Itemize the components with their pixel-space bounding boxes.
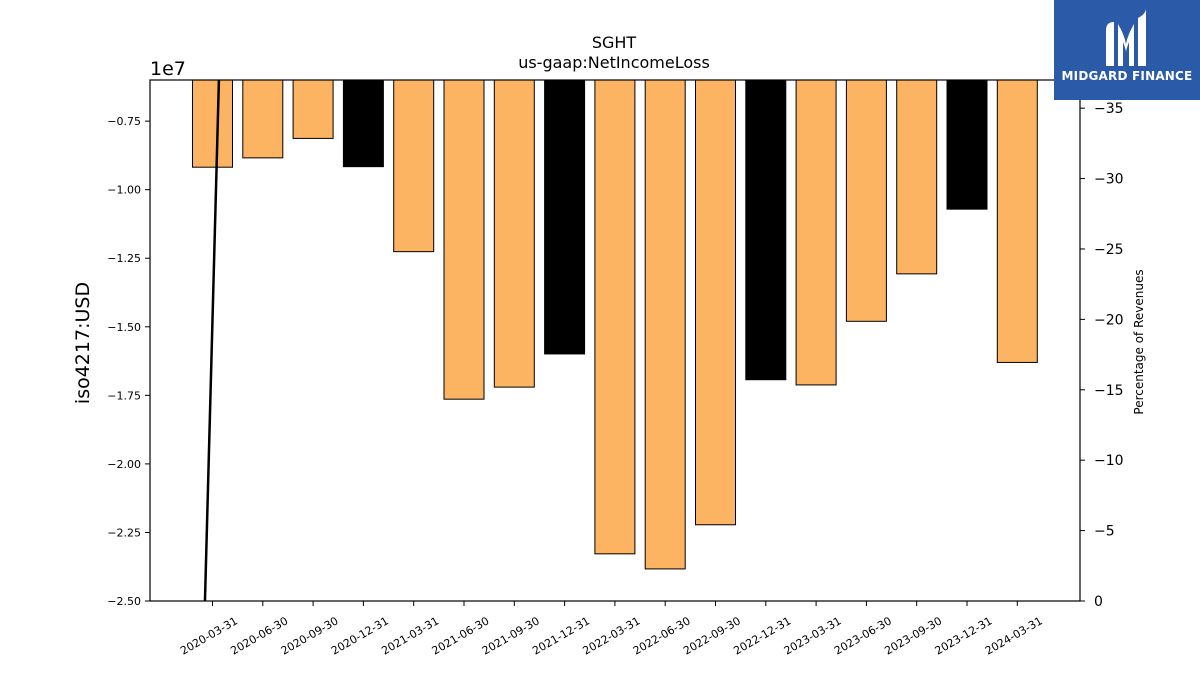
bars-group — [192, 79, 1038, 570]
bar — [644, 79, 686, 570]
bar — [393, 79, 435, 253]
logo-mark-icon — [1106, 8, 1146, 66]
y2-tick-label: 0 — [1094, 594, 1103, 610]
y-tick-label: −1.50 — [107, 321, 141, 334]
y-tick-label: −2.25 — [107, 526, 141, 539]
y2-tick-label: −15 — [1094, 383, 1124, 399]
bar — [342, 79, 384, 168]
bar — [292, 79, 334, 139]
y2-tick-label: −10 — [1094, 453, 1124, 469]
y2-tick-label: −35 — [1094, 101, 1124, 117]
bar — [745, 79, 787, 381]
bar — [845, 79, 887, 322]
y-tick-label: −0.75 — [107, 115, 141, 128]
bar — [695, 79, 736, 526]
line-group — [203, 80, 221, 601]
y2-tick-label: −5 — [1094, 524, 1115, 540]
bar — [795, 79, 837, 386]
bar — [996, 79, 1038, 363]
y2-tick-label: −25 — [1094, 242, 1124, 258]
bar — [896, 79, 938, 275]
y-axis-multiplier: 1e7 — [150, 58, 186, 80]
y2-tick-label: −20 — [1094, 312, 1124, 328]
bar — [594, 79, 636, 555]
bar — [544, 79, 586, 355]
y-tick-label: −1.25 — [107, 252, 141, 265]
logo-text: MIDGARD FINANCE — [1061, 69, 1193, 83]
y-tick-label: −1.00 — [107, 184, 141, 197]
chart-title: SGHT — [592, 33, 637, 52]
y-tick-label: −2.00 — [107, 458, 141, 471]
y2-tick-label: −30 — [1094, 172, 1124, 188]
line-series — [203, 80, 221, 601]
bar — [192, 79, 233, 168]
x-tick-label: 2024-03-31 — [983, 614, 1045, 657]
y2-axis-label: Percentage of Revenues — [1132, 269, 1146, 414]
chart-subtitle: us-gaap:NetIncomeLoss — [518, 53, 710, 72]
y-tick-label: −1.75 — [107, 389, 141, 402]
y-tick-label: −2.50 — [107, 595, 141, 608]
bar — [946, 79, 988, 210]
bar — [242, 79, 284, 159]
y-axis-label: iso4217:USD — [72, 282, 94, 404]
company-logo: MIDGARD FINANCE — [1054, 0, 1200, 100]
bar — [443, 79, 485, 400]
bar — [493, 79, 535, 388]
